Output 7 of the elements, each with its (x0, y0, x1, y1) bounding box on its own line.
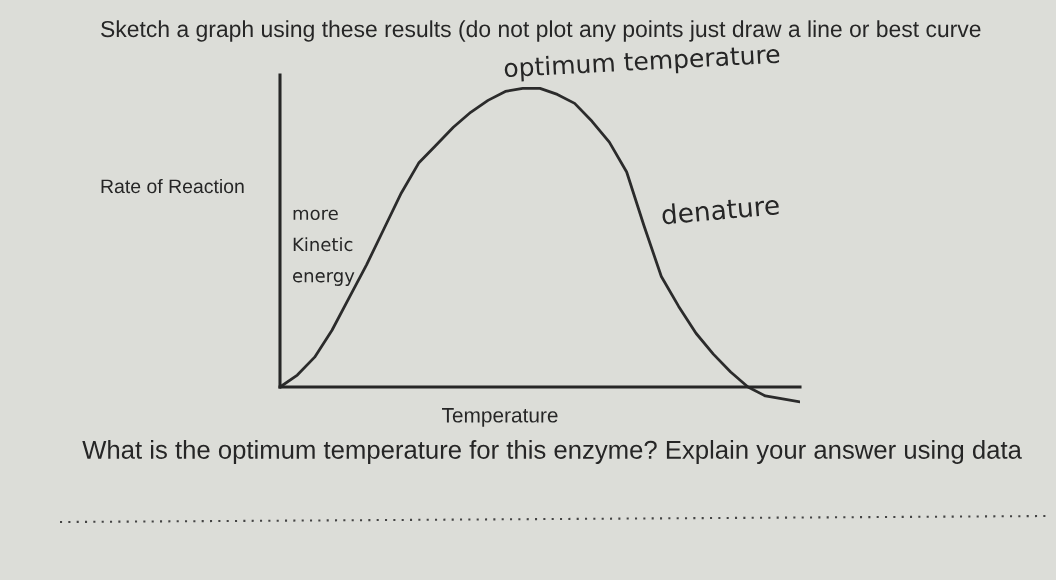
annotation: denature (661, 194, 780, 225)
text: optimum temperature (504, 43, 780, 83)
annotation: more Kinetic energy (293, 209, 355, 286)
y-axis-title: Rate of Reaction (101, 178, 244, 194)
chart-title: Sketch a graph using these results (do not plot any points just draw a line or best curve (101, 20, 981, 42)
text: What is the optimum temperature for this enzyme? Explain your answer using data (82, 440, 1022, 464)
x-axis-title: Temperature (442, 408, 558, 427)
